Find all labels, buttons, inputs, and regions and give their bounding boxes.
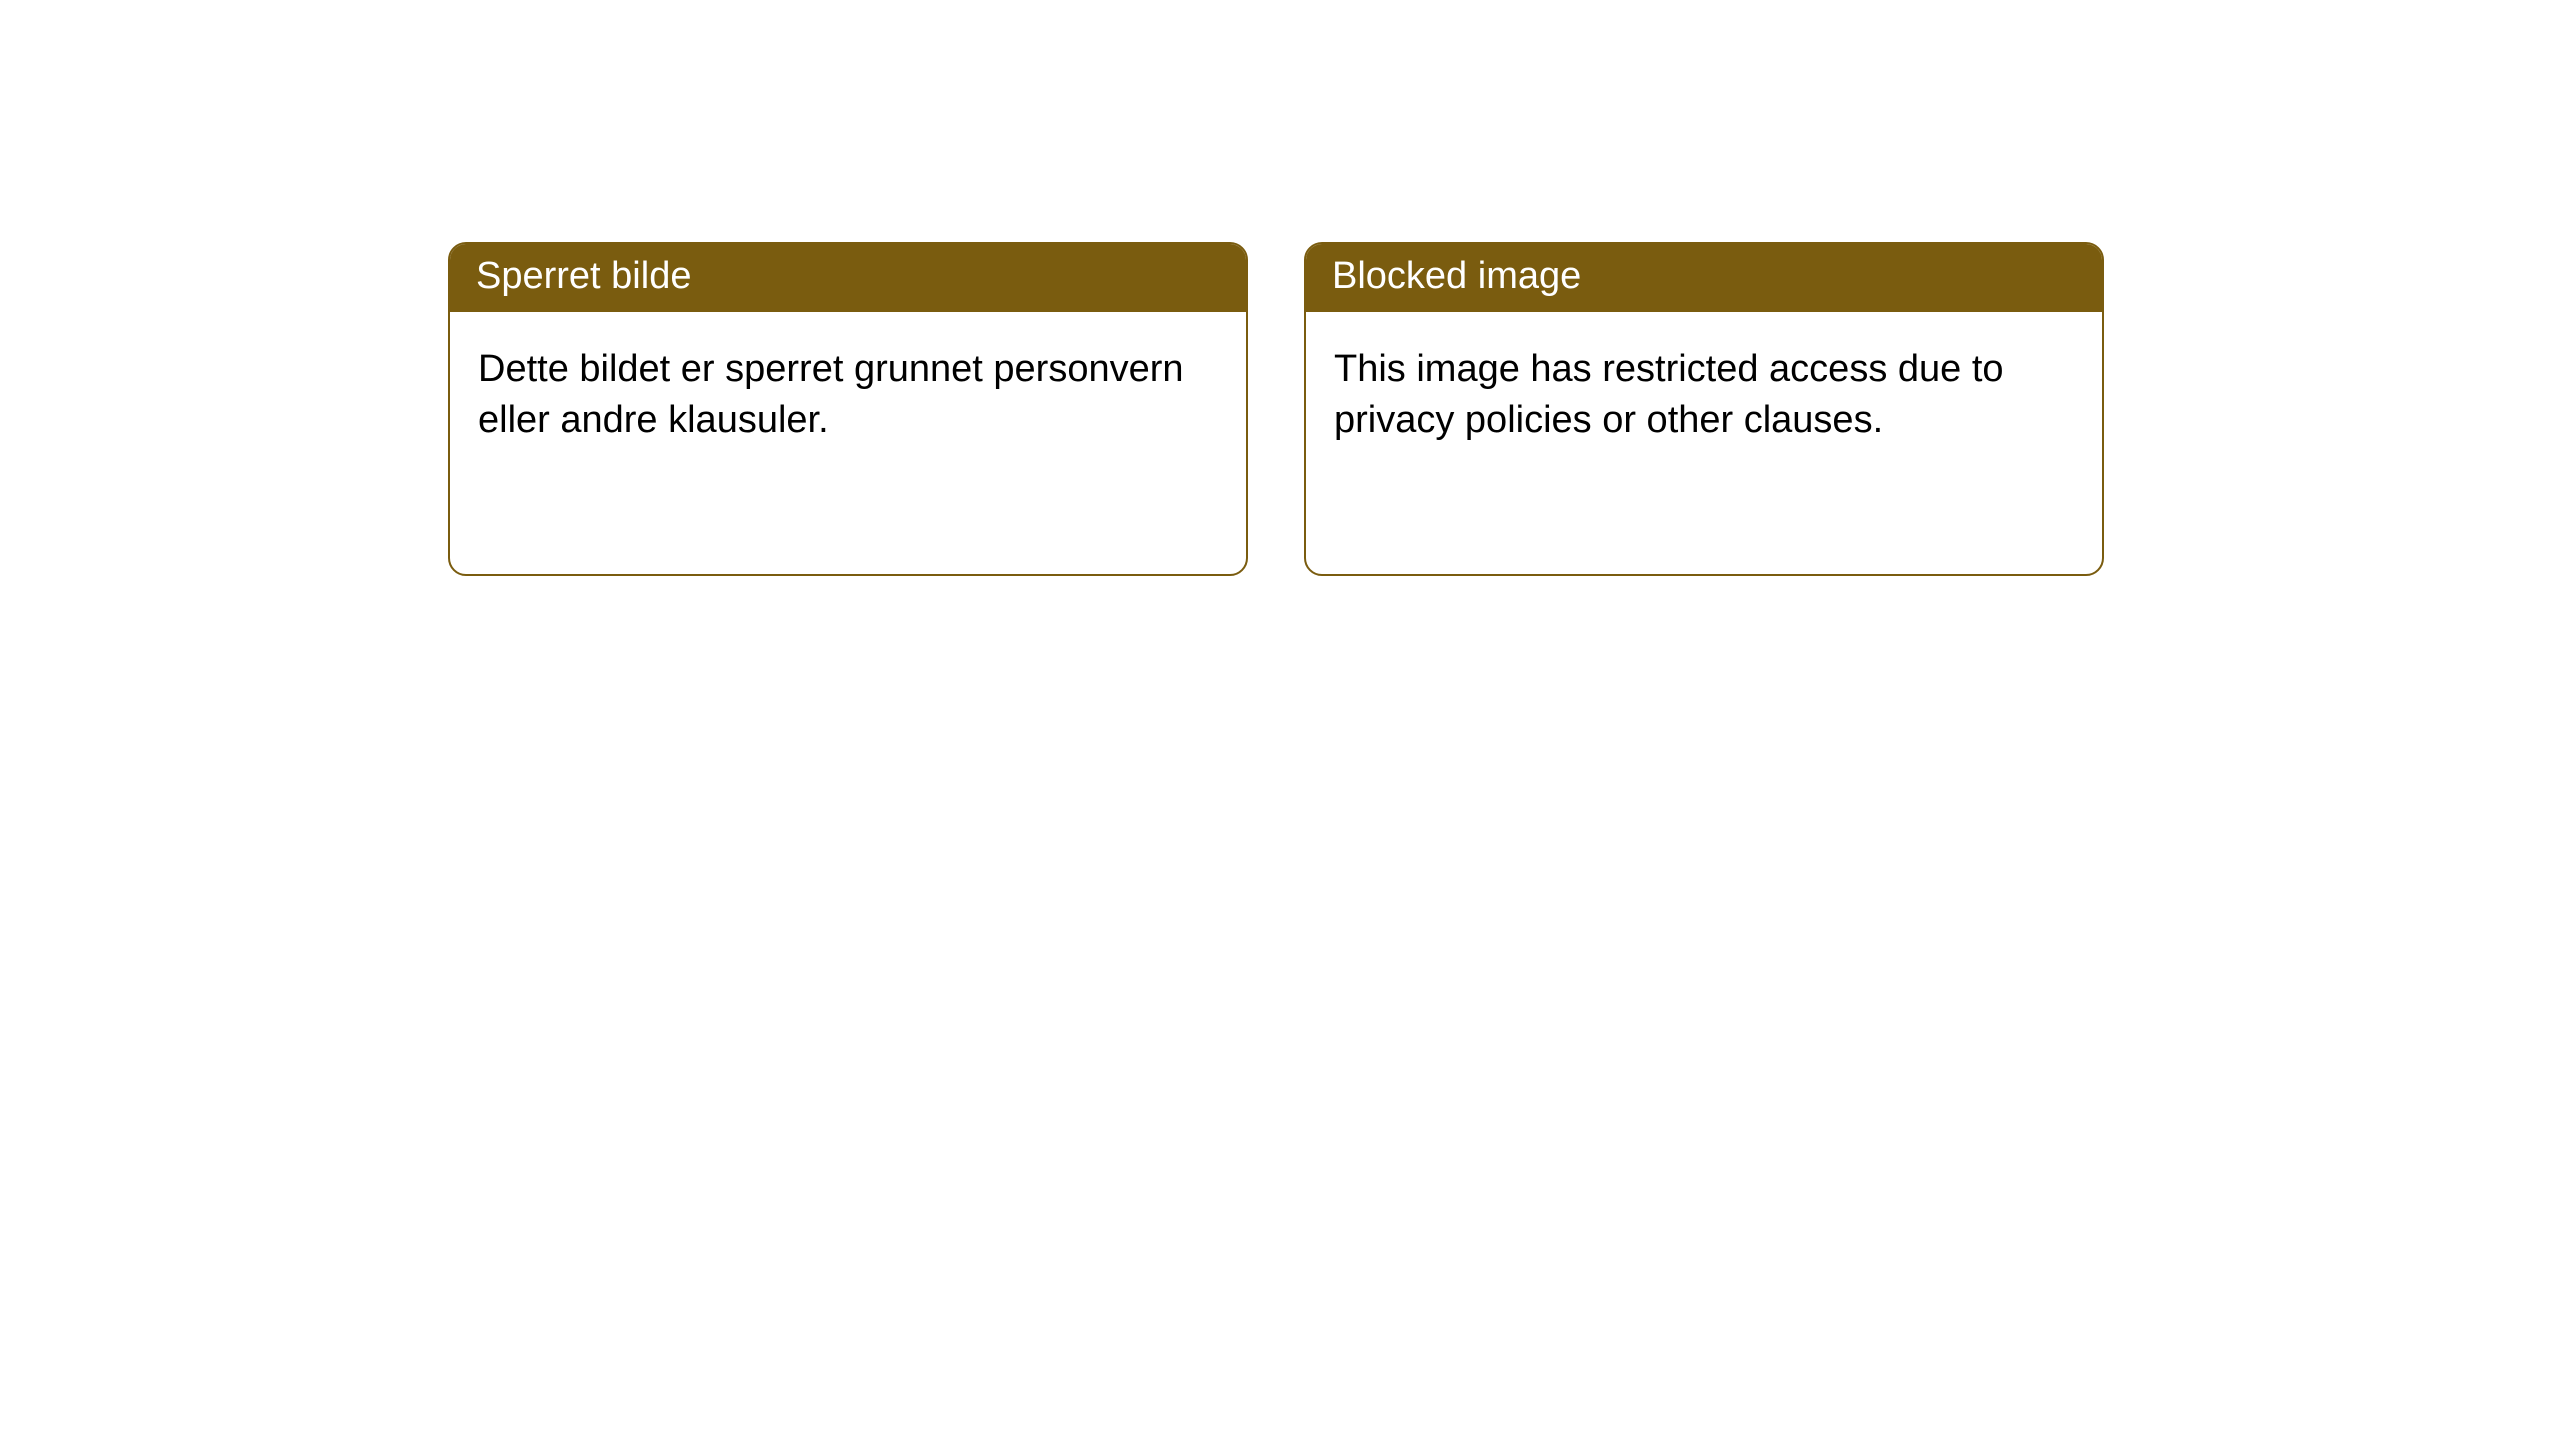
notice-header: Sperret bilde <box>450 244 1246 312</box>
notice-card-english: Blocked image This image has restricted … <box>1304 242 2104 576</box>
notice-card-norwegian: Sperret bilde Dette bildet er sperret gr… <box>448 242 1248 576</box>
notice-body: Dette bildet er sperret grunnet personve… <box>450 312 1246 479</box>
notice-container: Sperret bilde Dette bildet er sperret gr… <box>448 242 2104 576</box>
notice-body: This image has restricted access due to … <box>1306 312 2102 479</box>
notice-header: Blocked image <box>1306 244 2102 312</box>
